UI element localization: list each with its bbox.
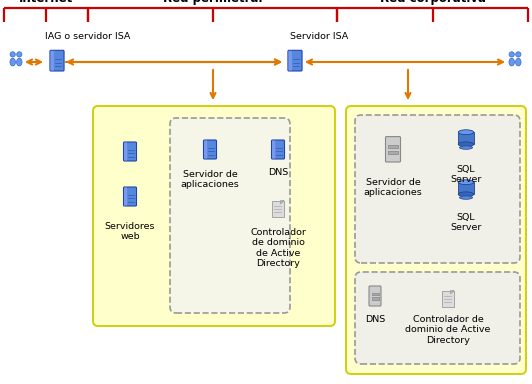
FancyBboxPatch shape (170, 118, 290, 313)
Circle shape (10, 52, 15, 57)
Bar (371, 293, 378, 295)
Ellipse shape (16, 58, 22, 66)
Text: DNS: DNS (268, 168, 288, 177)
Text: Servidor de
aplicaciones: Servidor de aplicaciones (181, 170, 239, 189)
Text: DNS: DNS (365, 315, 385, 324)
Circle shape (509, 52, 514, 57)
Ellipse shape (516, 58, 521, 66)
FancyBboxPatch shape (355, 115, 520, 263)
FancyBboxPatch shape (204, 140, 217, 159)
FancyBboxPatch shape (50, 50, 64, 71)
Text: Controlador de
dominio de Active
Directory: Controlador de dominio de Active Directo… (405, 315, 491, 345)
Ellipse shape (458, 142, 473, 147)
FancyBboxPatch shape (346, 106, 526, 374)
Text: Internet: Internet (19, 0, 73, 5)
Ellipse shape (10, 58, 15, 66)
FancyBboxPatch shape (288, 50, 302, 71)
Bar (458, 132, 473, 144)
Text: SQL
Server: SQL Server (450, 165, 481, 184)
Ellipse shape (458, 192, 473, 197)
FancyBboxPatch shape (386, 137, 401, 162)
Bar (442, 291, 454, 307)
Bar (458, 182, 473, 194)
Text: Servidores
web: Servidores web (105, 222, 155, 242)
Ellipse shape (458, 180, 473, 185)
Bar (371, 298, 378, 300)
FancyBboxPatch shape (355, 272, 520, 364)
Text: SQL
Server: SQL Server (450, 213, 481, 232)
FancyBboxPatch shape (204, 141, 207, 159)
Ellipse shape (460, 196, 472, 199)
Text: Controlador
de dominio
de Active
Directory: Controlador de dominio de Active Directo… (250, 228, 306, 268)
Text: Red corporativa: Red corporativa (379, 0, 486, 5)
Polygon shape (451, 291, 454, 294)
FancyBboxPatch shape (124, 187, 127, 205)
FancyBboxPatch shape (271, 140, 285, 159)
Text: Red perimetral: Red perimetral (163, 0, 262, 5)
Text: Servidor de
aplicaciones: Servidor de aplicaciones (364, 178, 422, 197)
Ellipse shape (509, 58, 514, 66)
FancyBboxPatch shape (93, 106, 335, 326)
FancyBboxPatch shape (51, 51, 54, 71)
Circle shape (16, 52, 22, 57)
FancyBboxPatch shape (272, 141, 275, 159)
Bar (388, 151, 397, 154)
Bar (388, 145, 397, 148)
Bar (272, 200, 284, 217)
Circle shape (516, 52, 521, 57)
FancyBboxPatch shape (123, 187, 137, 206)
Text: IAG o servidor ISA: IAG o servidor ISA (45, 32, 130, 41)
FancyBboxPatch shape (288, 51, 292, 71)
Polygon shape (281, 200, 284, 204)
FancyBboxPatch shape (369, 286, 381, 306)
Ellipse shape (458, 130, 473, 135)
Text: Servidor ISA: Servidor ISA (290, 32, 348, 41)
Ellipse shape (460, 146, 472, 149)
FancyBboxPatch shape (124, 142, 127, 161)
FancyBboxPatch shape (123, 142, 137, 161)
